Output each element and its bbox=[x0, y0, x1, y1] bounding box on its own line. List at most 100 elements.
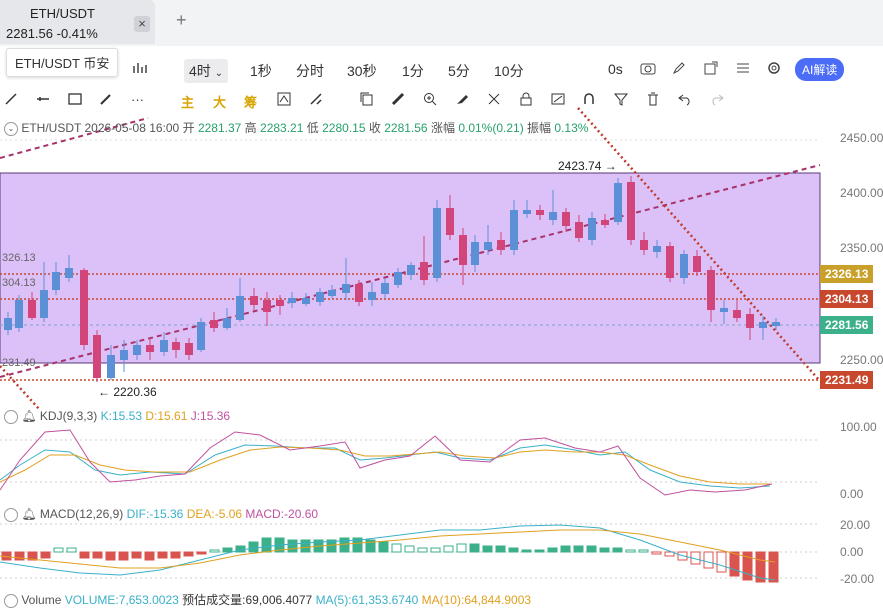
list-icon[interactable] bbox=[736, 61, 750, 78]
swing-value: 0.13% bbox=[554, 121, 589, 135]
lock-icon[interactable] bbox=[519, 92, 533, 109]
period-30s-button[interactable]: 30秒 bbox=[347, 63, 377, 79]
indicator-icon[interactable] bbox=[277, 92, 291, 109]
rect-tool-icon[interactable] bbox=[68, 92, 82, 109]
compare-icon[interactable] bbox=[309, 92, 323, 109]
upper-trendline[interactable] bbox=[0, 117, 149, 159]
candle-body bbox=[15, 300, 23, 328]
candle-body bbox=[263, 300, 271, 312]
macd-bar bbox=[573, 545, 584, 553]
zoom-in-icon[interactable] bbox=[423, 92, 437, 109]
export-icon[interactable] bbox=[704, 61, 718, 78]
tab-bar: ETH/USDT 2281.56 -0.41% × + bbox=[0, 0, 883, 46]
edit-icon[interactable] bbox=[672, 61, 686, 78]
candle-body bbox=[40, 290, 48, 318]
period-1m-button[interactable]: 1分 bbox=[402, 63, 424, 79]
candle-body bbox=[160, 340, 168, 352]
macd-bar bbox=[651, 551, 662, 555]
price-tag-2304[interactable]: 2304.13 bbox=[820, 290, 874, 308]
line-tool-icon[interactable] bbox=[4, 92, 18, 109]
link-icon[interactable] bbox=[487, 92, 501, 109]
main-indicator-button[interactable]: 主 bbox=[181, 95, 195, 110]
bell-icon[interactable]: 🔔︎ bbox=[21, 507, 37, 521]
kdj-d-line bbox=[0, 446, 770, 485]
period-timeshare-button[interactable]: 分时 bbox=[296, 63, 324, 79]
falling-trendline[interactable] bbox=[577, 107, 821, 382]
bell-icon[interactable]: 🔔︎ bbox=[21, 409, 37, 423]
macd-axis-mid: 0.00 bbox=[840, 545, 864, 559]
settings-icon[interactable] bbox=[767, 61, 781, 78]
chart-type-icon[interactable] bbox=[132, 61, 148, 78]
open-value: 2281.37 bbox=[197, 121, 242, 135]
ai-analysis-button[interactable]: AI解读 bbox=[795, 58, 845, 81]
big-order-button[interactable]: 大 bbox=[213, 95, 227, 110]
kdj-header: 🔔︎ KDJ(9,3,3) K:15.53 D:15.61 J:15.36 bbox=[4, 409, 230, 424]
undo-icon[interactable] bbox=[678, 92, 692, 109]
delete-icon[interactable] bbox=[646, 92, 660, 109]
macd-bar bbox=[365, 539, 376, 553]
more-tools-icon[interactable]: ··· bbox=[131, 92, 144, 107]
candle-body bbox=[120, 350, 128, 360]
period-1s-button[interactable]: 1秒 bbox=[250, 63, 272, 79]
redo-icon[interactable] bbox=[710, 92, 724, 109]
kdj-label: KDJ(9,3,3) bbox=[39, 409, 98, 423]
symbol-tab[interactable]: ETH/USDT 2281.56 -0.41% × bbox=[0, 0, 155, 44]
low-marker: ← 2220.36 bbox=[98, 385, 157, 399]
period-5m-button[interactable]: 5分 bbox=[448, 63, 470, 79]
kdj-settings-icon[interactable] bbox=[4, 409, 18, 424]
candle-body bbox=[707, 270, 715, 310]
copy-icon[interactable] bbox=[360, 92, 374, 109]
period-4h-button[interactable]: 4时 ⌄ bbox=[184, 59, 229, 83]
macd-bar bbox=[209, 549, 220, 553]
candle-body bbox=[172, 342, 180, 350]
macd-bar bbox=[391, 543, 402, 553]
macd-bar bbox=[326, 539, 337, 553]
candle-body bbox=[759, 322, 767, 328]
brush-tool-icon[interactable] bbox=[99, 92, 113, 109]
macd-bar bbox=[703, 551, 714, 569]
candle-body bbox=[497, 240, 505, 250]
period-10m-button[interactable]: 10分 bbox=[494, 63, 524, 79]
camera-icon[interactable] bbox=[640, 61, 656, 78]
drawing-toolbar: ··· 主 大 筹 bbox=[0, 88, 883, 114]
price-tag-2231[interactable]: 2231.49 bbox=[820, 371, 874, 389]
macd-bar bbox=[300, 539, 311, 553]
macd-bar bbox=[612, 547, 623, 553]
hline-tool-icon[interactable] bbox=[36, 92, 50, 109]
candle-body bbox=[772, 322, 780, 326]
add-tab-icon[interactable]: + bbox=[176, 10, 187, 30]
candle-body bbox=[65, 268, 73, 278]
macd-bar bbox=[521, 549, 532, 553]
left-tag-2304: 304.13 bbox=[2, 277, 36, 289]
collapse-icon[interactable]: ⌄ bbox=[4, 121, 18, 136]
ohlc-info-row: ⌄ ETH/USDT 2026-05-08 16:00 开 2281.37 高 … bbox=[0, 119, 588, 136]
macd-bar bbox=[14, 551, 25, 561]
candle-body bbox=[484, 242, 492, 250]
magnet-icon[interactable] bbox=[582, 92, 596, 109]
info-symbol: ETH/USDT bbox=[21, 121, 82, 135]
macd-settings-icon[interactable] bbox=[4, 507, 18, 522]
candle-body bbox=[328, 290, 336, 296]
macd-bar bbox=[144, 551, 155, 561]
candle-body bbox=[720, 308, 728, 312]
candle-body bbox=[562, 212, 570, 226]
period-toolbar: 4时 ⌄ 1秒 分时 30秒 1分 5分 10分 0s bbox=[0, 50, 883, 88]
macd-bar bbox=[261, 537, 272, 553]
volume-settings-icon[interactable] bbox=[4, 593, 18, 608]
highlighter-icon[interactable] bbox=[455, 92, 469, 109]
candle-body bbox=[197, 322, 205, 350]
macd-dif-line bbox=[0, 524, 776, 581]
candle-body bbox=[185, 343, 193, 355]
ruler-icon[interactable] bbox=[391, 92, 405, 109]
close-label: 收 bbox=[368, 121, 381, 135]
chips-button[interactable]: 筹 bbox=[244, 95, 258, 110]
macd-bar bbox=[287, 539, 298, 553]
filter-icon[interactable] bbox=[613, 92, 629, 109]
tab-close-icon[interactable]: × bbox=[134, 16, 150, 32]
hide-drawings-icon[interactable] bbox=[551, 92, 565, 109]
price-tag-2326[interactable]: 2326.13 bbox=[820, 265, 874, 283]
macd-bar bbox=[677, 551, 688, 561]
macd-bar bbox=[53, 547, 64, 553]
candle-body bbox=[28, 300, 36, 318]
